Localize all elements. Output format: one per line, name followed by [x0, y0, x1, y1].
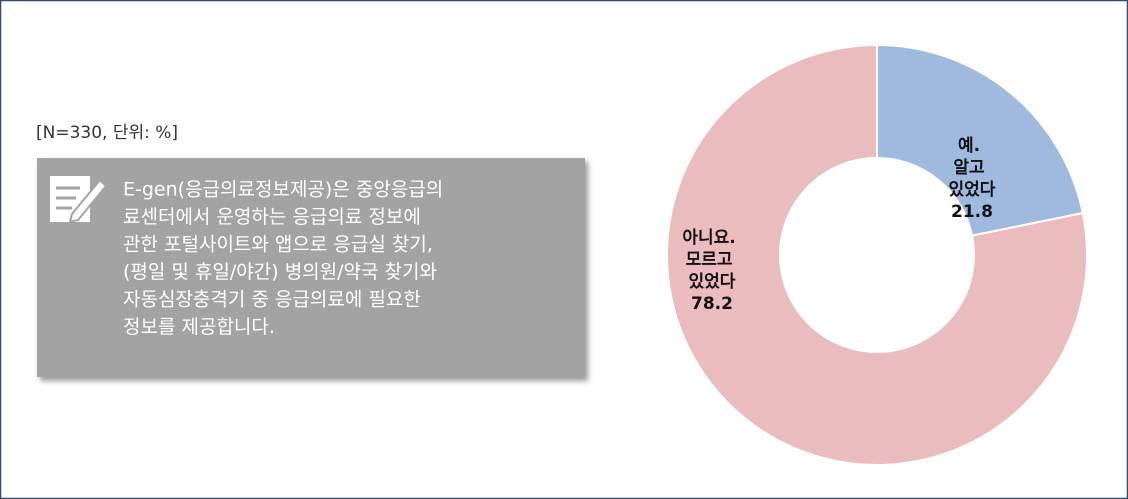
- slice-label: 아니요. 모르고 있었다: [682, 228, 741, 292]
- label-line: 있었다: [949, 179, 996, 200]
- label-line: 모르고: [686, 250, 739, 270]
- note-line: (평일 및 휴일/야간) 병의원/약국 찾기와: [123, 261, 437, 283]
- label-line: 알고: [953, 158, 990, 178]
- note-box: [37, 158, 585, 377]
- note-line: 료센터에서 운영하는 응급의료 정보에: [123, 206, 421, 228]
- note-icon: [50, 176, 108, 224]
- value-label: 78.2: [691, 294, 733, 314]
- note-line: 정보를 제공합니다.: [123, 316, 275, 338]
- slice-label: 예. 알고 있었다: [949, 136, 996, 200]
- value-label: 21.8: [951, 202, 993, 222]
- note-line: E-gen(응급의료정보제공)은 중앙응급의: [123, 179, 443, 201]
- note-line: 자동심장충격기 중 응급의료에 필요한: [123, 289, 421, 311]
- slice: [876, 43, 1084, 237]
- slice: [666, 43, 1088, 466]
- label-line: 아니요.: [682, 228, 741, 248]
- label-line: 있었다: [689, 271, 736, 292]
- label-line: 예.: [958, 136, 986, 156]
- note-line: 관한 포털사이트와 앱으로 응급실 찾기,: [123, 234, 433, 256]
- subtitle: [N=330, 단위: %]: [36, 123, 178, 143]
